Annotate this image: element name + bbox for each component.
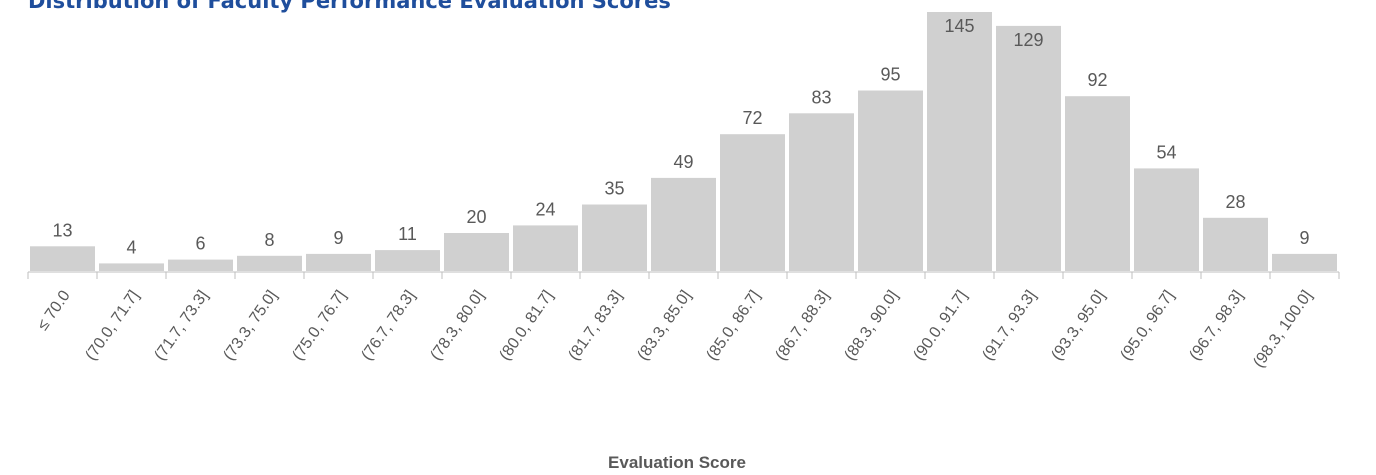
x-tick-label: (85.0, 86.7] <box>703 288 763 364</box>
data-label: 4 <box>126 237 136 257</box>
x-axis-label: Evaluation Score <box>608 453 746 472</box>
x-tick-label: (95.0, 96.7] <box>1117 288 1177 364</box>
bar <box>168 259 233 271</box>
bar <box>789 113 854 271</box>
bar <box>99 263 164 271</box>
bar <box>651 177 716 271</box>
bar <box>30 246 95 271</box>
bar <box>1065 96 1130 271</box>
chart-title: Distribution of Faculty Performance Eval… <box>28 0 671 13</box>
x-tick-label: (70.0, 71.7] <box>82 288 142 364</box>
bar <box>375 250 440 271</box>
data-label: 145 <box>944 16 974 36</box>
bar <box>582 204 647 271</box>
data-label: 9 <box>1299 228 1309 248</box>
data-label: 6 <box>195 234 205 254</box>
x-tick-label: (96.7, 98.3] <box>1186 288 1246 364</box>
x-tick-label: (76.7, 78.3] <box>358 288 418 364</box>
x-tick-label: (75.0, 76.7] <box>289 288 349 364</box>
x-tick-label: (98.3, 100.0] <box>1250 288 1315 371</box>
x-tick-label: (86.7, 88.3] <box>772 288 832 364</box>
x-tick-label: (80.0, 81.7] <box>496 288 556 364</box>
data-label: 11 <box>398 224 417 244</box>
bar <box>996 25 1061 272</box>
data-label: 54 <box>1156 142 1176 162</box>
bar <box>1203 217 1268 271</box>
x-tick-label: (78.3, 80.0] <box>427 288 487 364</box>
bar <box>444 233 509 271</box>
data-label: 13 <box>52 220 72 240</box>
x-tick-label: (81.7, 83.3] <box>565 288 625 364</box>
x-tick-label: (93.3, 95.0] <box>1048 288 1108 364</box>
bar <box>720 134 785 271</box>
x-tick-label: (71.7, 73.3] <box>151 288 211 364</box>
x-tick-label: (88.3, 90.0] <box>841 288 901 364</box>
data-label: 95 <box>880 65 900 85</box>
x-tick-label: (90.0, 91.7] <box>910 288 970 364</box>
data-label: 49 <box>673 152 693 172</box>
x-tick-label: (73.3, 75.0] <box>220 288 280 364</box>
data-label: 72 <box>742 108 762 128</box>
bars <box>30 12 1337 272</box>
data-label: 9 <box>333 228 343 248</box>
x-tick-label: (83.3, 85.0] <box>634 288 694 364</box>
bar <box>858 90 923 271</box>
data-label: 35 <box>604 179 624 199</box>
bar <box>1134 168 1199 271</box>
bar <box>1272 253 1337 271</box>
bar <box>306 253 371 271</box>
data-label: 24 <box>535 199 555 219</box>
data-label: 92 <box>1087 70 1107 90</box>
data-label: 8 <box>264 230 274 250</box>
data-label: 129 <box>1013 30 1043 50</box>
data-label: 83 <box>811 87 831 107</box>
data-label: 20 <box>466 207 486 227</box>
bar <box>237 255 302 271</box>
bar <box>513 225 578 271</box>
x-tick-label: (91.7, 93.3] <box>979 288 1039 364</box>
x-tick-label: ≤ 70.0 <box>34 287 73 333</box>
data-label: 28 <box>1225 192 1245 212</box>
bar <box>927 12 992 271</box>
